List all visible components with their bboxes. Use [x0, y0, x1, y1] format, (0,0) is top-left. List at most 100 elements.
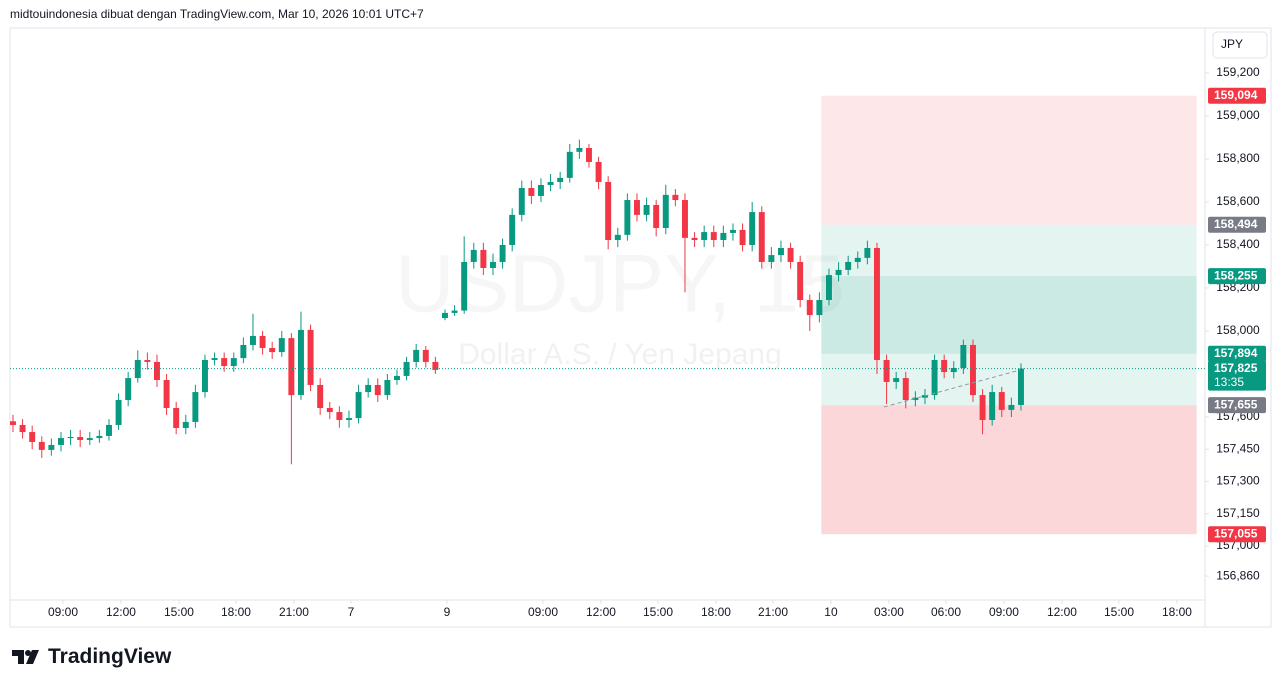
candle-body [269, 347, 276, 353]
x-tick-label: 21:00 [758, 605, 788, 619]
x-tick-label: 15:00 [164, 605, 194, 619]
position-zone [821, 405, 1197, 535]
candle-body [182, 421, 189, 428]
logo-text: TradingView [48, 645, 172, 668]
y-tick-label: 158,600 [1216, 194, 1260, 208]
candle-body [105, 424, 112, 436]
y-tick-label: 157,450 [1216, 441, 1260, 455]
candle-body [547, 181, 554, 185]
position-zone [821, 95, 1197, 225]
candle-body [249, 335, 256, 345]
candle-body [374, 384, 381, 396]
candle-body [432, 361, 439, 370]
y-tick-label: 158,800 [1216, 151, 1260, 165]
candle-body [336, 412, 343, 421]
price-label-box [1208, 87, 1266, 104]
logo: TradingView [12, 645, 171, 669]
candle-body [509, 214, 516, 245]
y-tick-label: 158,400 [1216, 237, 1260, 251]
candle-body [29, 432, 36, 442]
candle-body [499, 244, 506, 262]
candle-body [566, 151, 573, 178]
watermark-subtitle: Dollar A.S. / Yen Jepang [458, 338, 782, 371]
candle-body [758, 212, 765, 262]
price-sublabel: 13:35 [1214, 375, 1244, 389]
x-tick-label: 18:00 [1162, 605, 1192, 619]
candle-body [941, 360, 948, 373]
price-label: 159,094 [1214, 88, 1258, 102]
price-label-box [1208, 345, 1266, 362]
y-tick-label: 159,000 [1216, 108, 1260, 122]
candle-body [825, 275, 832, 301]
candle-body [893, 378, 900, 382]
candle-body [873, 247, 880, 361]
y-tick-label: 156,860 [1216, 568, 1260, 582]
candle-body [365, 384, 372, 393]
watermark: USDJPY, 15 [395, 239, 845, 330]
candle-body [557, 177, 564, 182]
candle-body [96, 435, 103, 439]
candle-body [278, 338, 285, 353]
candle-body [835, 269, 842, 276]
candle-body [144, 360, 151, 362]
candle-body [19, 424, 26, 433]
candle-body [787, 247, 794, 262]
x-tick-label: 09:00 [48, 605, 78, 619]
price-label-box [1208, 268, 1266, 285]
x-tick-label: 12:00 [1047, 605, 1077, 619]
currency-button[interactable] [1212, 31, 1268, 59]
zones [821, 95, 1197, 535]
candle-body [614, 234, 621, 241]
price-label-box [1208, 526, 1266, 543]
x-tick-label: 15:00 [643, 605, 673, 619]
price-label: 157,655 [1214, 397, 1258, 411]
x-tick-label: 15:00 [1104, 605, 1134, 619]
candle-body [86, 438, 93, 441]
x-tick-label: 12:00 [586, 605, 616, 619]
candle-body [749, 212, 756, 245]
candle-body [413, 349, 420, 362]
candle-body [777, 247, 784, 256]
candle-body [979, 395, 986, 421]
candle-body [297, 329, 304, 396]
price-label: 158,494 [1214, 217, 1258, 231]
candle-body [950, 367, 957, 373]
candle-body [259, 335, 266, 348]
candle-body [797, 261, 804, 301]
candle-body [605, 181, 612, 241]
candle-body [317, 384, 324, 408]
candle-body [192, 392, 199, 422]
y-tick-label: 157,300 [1216, 474, 1260, 488]
candle-body [48, 444, 55, 450]
x-tick-label: 21:00 [279, 605, 309, 619]
price-label: 157,055 [1214, 526, 1258, 540]
candles [10, 139, 1024, 465]
candle-body [461, 261, 468, 311]
candle-body [633, 200, 640, 215]
candle-body [57, 438, 64, 445]
price-label-box [1208, 360, 1266, 391]
candle-body [326, 407, 333, 413]
candle-body [701, 232, 708, 241]
candle-body [10, 421, 16, 425]
candle-body [989, 392, 996, 421]
candle-body [345, 418, 352, 421]
price-label: 157,825 [1214, 361, 1258, 375]
candle-body [912, 397, 919, 401]
candle-body [768, 255, 775, 262]
candle-body [806, 300, 813, 316]
candle-body [307, 329, 314, 385]
candle-body [854, 257, 861, 262]
price-label-box [1208, 216, 1266, 233]
candle-body [480, 249, 487, 268]
candle-body [998, 392, 1005, 410]
candle-body [576, 147, 583, 152]
chart: USDJPY, 15 Dollar A.S. / Yen Jepang JPY … [9, 27, 1272, 628]
candle-body [115, 400, 122, 425]
candle-body [816, 300, 823, 316]
candle-body [662, 194, 669, 228]
x-tick-label: 03:00 [874, 605, 904, 619]
candle-body [691, 237, 698, 241]
candle-body [624, 200, 631, 235]
candle-body [153, 361, 160, 381]
